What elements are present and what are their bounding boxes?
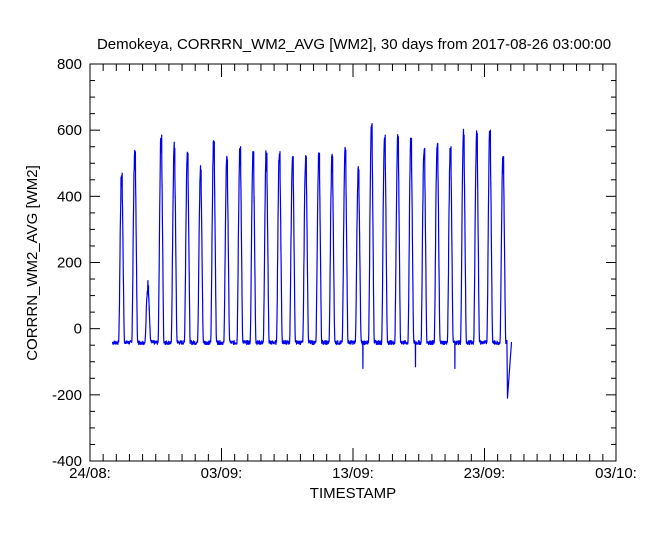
x-tick-label: 03/09: xyxy=(201,465,243,482)
x-axis: 24/08: 03/09: 13/09: 23/09: 03/10: xyxy=(69,64,637,482)
y-tick-label: 400 xyxy=(57,188,82,205)
series-line xyxy=(111,123,513,399)
y-tick-label: 0 xyxy=(74,321,82,338)
y-tick-label: 800 xyxy=(57,56,82,73)
y-tick-label: 200 xyxy=(57,255,82,272)
y-axis: -400 -200 0 200 400 600 800 xyxy=(52,56,616,470)
x-axis-label: TIMESTAMP xyxy=(310,485,396,502)
y-axis-label: CORRRN_WM2_AVG [WM2] xyxy=(24,165,41,361)
x-tick-label: 13/09: xyxy=(332,465,374,482)
x-tick-label: 23/09: xyxy=(464,465,506,482)
plot-frame xyxy=(89,63,617,462)
y-tick-label: 600 xyxy=(57,122,82,139)
y-tick-label: -400 xyxy=(52,453,82,470)
chart-title: Demokeya, CORRRN_WM2_AVG [WM2], 30 days … xyxy=(97,36,611,53)
y-tick-label: -200 xyxy=(52,387,82,404)
x-tick-label: 24/08: xyxy=(69,465,111,482)
x-tick-label: 03/10: xyxy=(595,465,637,482)
